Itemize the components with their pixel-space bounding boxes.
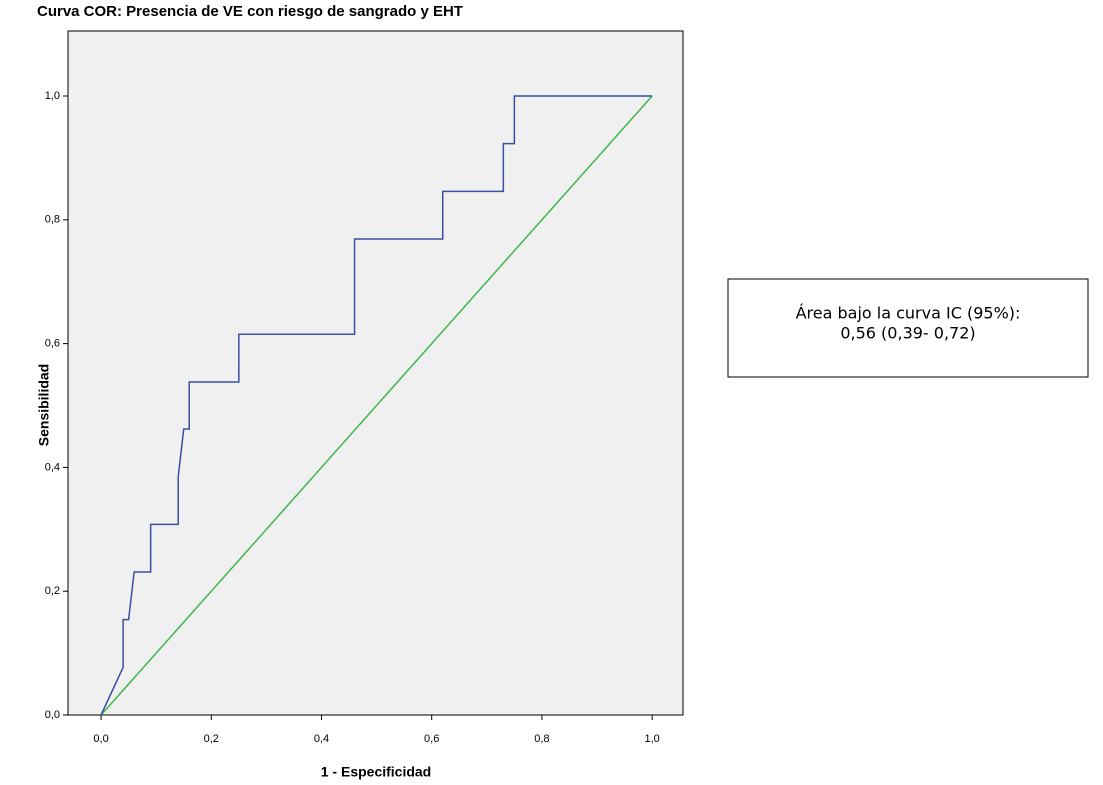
- series-line: [100, 95, 653, 716]
- annotation-box: [727, 278, 1089, 378]
- x-tick-label: 0,6: [424, 733, 439, 745]
- chart-title: Curva COR: Presencia de VE con riesgo de…: [37, 3, 463, 20]
- y-tick-label: 0,4: [45, 461, 60, 473]
- series-line: [100, 95, 653, 716]
- x-axis-label: 1 - Especificidad: [321, 764, 431, 780]
- y-tick-label: 1,0: [45, 90, 60, 102]
- x-tick-label: 0,0: [93, 733, 108, 745]
- x-tick-label: 0,2: [204, 733, 219, 745]
- x-tick-label: 1,0: [644, 733, 659, 745]
- y-axis-label: Sensibilidad: [36, 364, 52, 446]
- annotation: 0,56 (0,39- 0,72): [840, 324, 975, 343]
- plot-area: [67, 30, 684, 716]
- y-tick-label: 0,0: [45, 709, 60, 721]
- y-tick-label: 0,6: [45, 338, 60, 350]
- annotation: Área bajo la curva IC (95%):: [796, 304, 1021, 323]
- x-tick-label: 0,4: [314, 733, 329, 745]
- y-tick-label: 0,2: [45, 585, 60, 597]
- x-tick-label: 0,8: [534, 733, 549, 745]
- y-tick-label: 0,8: [45, 214, 60, 226]
